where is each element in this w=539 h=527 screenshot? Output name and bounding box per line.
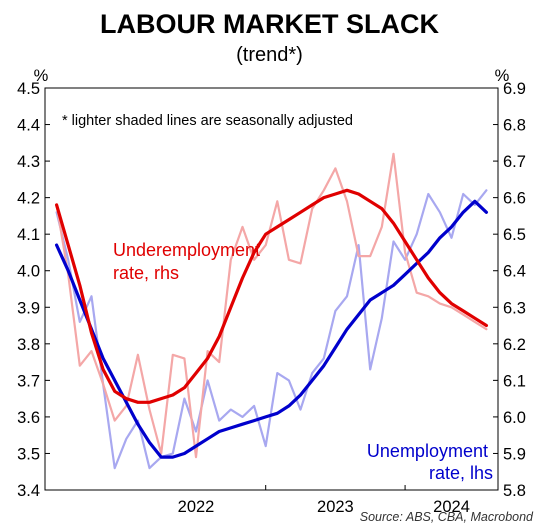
left-tick-label: 4.2 xyxy=(17,190,40,208)
unemployment-label-line-2: rate, lhs xyxy=(429,463,493,483)
chart-title: LABOUR MARKET SLACK xyxy=(100,9,439,39)
left-tick-label: 4.1 xyxy=(17,226,40,244)
right-tick-label: 6.5 xyxy=(503,226,526,244)
right-tick-label: 6.2 xyxy=(503,336,526,354)
right-axis-unit: % xyxy=(495,67,510,85)
right-tick-label: 6.8 xyxy=(503,117,526,135)
year-label: 2024 xyxy=(433,498,470,516)
chart-subtitle: (trend*) xyxy=(236,44,303,66)
underemployment-label-line-2: rate, rhs xyxy=(113,263,179,283)
left-tick-label: 4.0 xyxy=(17,263,40,281)
left-tick-label: 3.7 xyxy=(17,372,40,390)
underemployment-trend-line xyxy=(54,188,488,404)
right-tick-label: 6.1 xyxy=(503,372,526,390)
unemployment-label: Unemployment rate, lhs xyxy=(367,441,493,483)
right-tick-label: 6.9 xyxy=(503,80,526,98)
year-label: 2023 xyxy=(317,498,354,516)
unemployment-trend-line xyxy=(54,199,488,459)
left-tick-label: 4.4 xyxy=(17,117,40,135)
left-tick-label: 3.6 xyxy=(17,409,40,427)
x-axis: 2022 2023 2024 xyxy=(178,485,470,516)
left-tick-label: 3.4 xyxy=(17,482,40,500)
right-tick-label: 6.0 xyxy=(503,409,526,427)
left-tick-label: 4.5 xyxy=(17,80,40,98)
left-tick-label: 3.5 xyxy=(17,445,40,463)
seasonal-adjustment-note: * lighter shaded lines are seasonally ad… xyxy=(62,113,353,129)
underemployment-label-line-1: Underemployment xyxy=(113,240,260,260)
right-tick-label: 6.4 xyxy=(503,263,526,281)
right-axis: 5.8 5.9 6.0 6.1 6.2 6.3 6.4 6.5 6.6 6.7 6.8 6.9 xyxy=(493,80,526,500)
right-tick-label: 6.6 xyxy=(503,190,526,208)
unemployment-label-line-1: Unemployment xyxy=(367,441,488,461)
series-layer xyxy=(54,152,488,470)
year-label: 2022 xyxy=(178,498,215,516)
underemployment-sa-line xyxy=(55,152,488,459)
unemployment-sa-line xyxy=(55,189,488,470)
left-tick-label: 3.8 xyxy=(17,336,40,354)
right-tick-label: 6.7 xyxy=(503,153,526,171)
right-tick-label: 5.8 xyxy=(503,482,526,500)
left-tick-label: 4.3 xyxy=(17,153,40,171)
right-tick-label: 5.9 xyxy=(503,445,526,463)
plot-frame xyxy=(44,87,499,491)
left-axis-unit: % xyxy=(34,67,49,85)
source-note: Source: ABS, CBA, Macrobond xyxy=(360,510,534,524)
left-tick-label: 3.9 xyxy=(17,299,40,317)
underemployment-label: Underemployment rate, rhs xyxy=(113,240,265,283)
left-axis: 3.4 3.5 3.6 3.7 3.8 3.9 4.0 4.1 4.2 4.3 4.4 4.5 xyxy=(17,80,50,500)
right-tick-label: 6.3 xyxy=(503,299,526,317)
